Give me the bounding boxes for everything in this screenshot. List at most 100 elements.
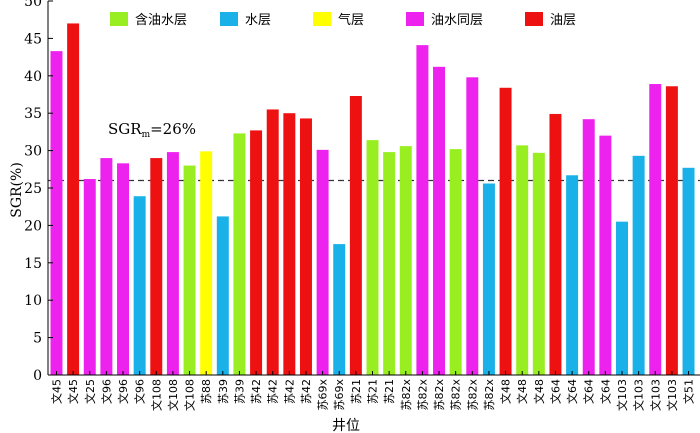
x-tick-label-28: 文48 bbox=[499, 379, 513, 404]
x-tick-label-2: 文45 bbox=[66, 379, 80, 404]
x-tick-label-30: 文48 bbox=[532, 379, 546, 404]
bar-3 bbox=[83, 179, 96, 375]
bar-37 bbox=[649, 84, 662, 375]
legend-swatch-3 bbox=[313, 12, 331, 26]
bar-39 bbox=[682, 167, 695, 375]
x-tick-label-5: 文96 bbox=[116, 379, 130, 404]
bar-22 bbox=[399, 146, 412, 375]
x-tick-label-35: 文103 bbox=[615, 379, 629, 411]
x-tick-label-25: 苏82x bbox=[450, 379, 463, 411]
bar-36 bbox=[632, 155, 645, 375]
y-tick-label-35: 35 bbox=[24, 106, 42, 122]
x-tick-label-1: 文45 bbox=[49, 379, 63, 404]
x-tick-label-8: 文108 bbox=[166, 379, 180, 411]
y-tick-label-15: 15 bbox=[24, 256, 42, 272]
x-tick-label-19: 苏21 bbox=[350, 379, 363, 404]
bar-2 bbox=[67, 23, 80, 375]
bar-32 bbox=[566, 175, 579, 375]
legend-swatch-2 bbox=[220, 12, 238, 26]
bar-18 bbox=[333, 244, 346, 375]
y-tick-label-0: 0 bbox=[33, 368, 42, 384]
bar-4 bbox=[100, 158, 113, 375]
x-tick-label-39: 文51 bbox=[682, 379, 696, 404]
y-tick-label-20: 20 bbox=[24, 218, 42, 234]
bar-10 bbox=[200, 151, 213, 375]
x-tick-label-4: 文96 bbox=[99, 379, 113, 404]
bar-17 bbox=[316, 149, 329, 375]
y-tick-label-45: 45 bbox=[24, 31, 42, 47]
x-tick-label-24: 苏82x bbox=[433, 379, 446, 411]
threshold-label-rest: =26% bbox=[150, 120, 196, 138]
x-tick-label-23: 苏82x bbox=[416, 379, 429, 411]
y-tick-label-5: 5 bbox=[33, 331, 42, 347]
x-tick-label-26: 苏82x bbox=[466, 379, 479, 411]
legend: 含油水层 水层 气层 油水同层 油层 bbox=[110, 12, 576, 28]
x-tick-label-18: 苏69x bbox=[333, 379, 346, 411]
bar-29 bbox=[516, 145, 529, 375]
x-tick-label-10: 苏88 bbox=[200, 379, 213, 404]
x-tick-label-22: 苏82x bbox=[400, 379, 413, 411]
threshold-label-sub: m bbox=[142, 130, 151, 140]
bar-19 bbox=[349, 96, 362, 375]
x-tick-label-11: 苏39 bbox=[217, 379, 230, 404]
bar-31 bbox=[549, 113, 562, 375]
bar-30 bbox=[532, 152, 545, 375]
bar-5 bbox=[117, 163, 130, 375]
y-axis-label: SGR(%) bbox=[9, 162, 25, 218]
bar-16 bbox=[299, 118, 312, 375]
bar-35 bbox=[616, 221, 628, 375]
legend-swatch-5 bbox=[525, 12, 543, 26]
bar-34 bbox=[599, 135, 612, 375]
bar-23 bbox=[416, 45, 429, 375]
x-tick-label-32: 文64 bbox=[565, 379, 579, 404]
x-tick-label-13: 苏42 bbox=[250, 379, 263, 404]
y-tick-label-10: 10 bbox=[24, 293, 42, 309]
legend-swatch-1 bbox=[110, 12, 128, 26]
bar-9 bbox=[183, 165, 196, 375]
bar-21 bbox=[383, 152, 396, 375]
x-tick-label-34: 文64 bbox=[598, 379, 612, 404]
x-tick-label-12: 苏39 bbox=[233, 379, 246, 404]
bar-27 bbox=[482, 183, 495, 375]
x-tick-label-17: 苏69x bbox=[317, 379, 330, 411]
x-tick-label-20: 苏21 bbox=[367, 379, 380, 404]
bar-15 bbox=[283, 113, 296, 375]
x-tick-label-37: 文103 bbox=[648, 379, 662, 411]
bar-12 bbox=[233, 133, 246, 375]
x-tick-label-31: 文64 bbox=[548, 379, 562, 404]
y-tick-label-25: 25 bbox=[24, 181, 42, 197]
y-tick-label-30: 30 bbox=[24, 144, 42, 160]
legend-swatch-4 bbox=[406, 12, 424, 26]
bar-28 bbox=[499, 87, 512, 376]
x-tick-label-29: 文48 bbox=[515, 379, 529, 404]
x-tick-label-33: 文64 bbox=[582, 379, 596, 404]
bar-1 bbox=[50, 51, 63, 376]
x-tick-label-6: 文96 bbox=[133, 379, 147, 404]
bar-11 bbox=[216, 216, 229, 375]
bar-14 bbox=[266, 109, 279, 376]
bar-24 bbox=[433, 66, 446, 375]
legend-label-1: 含油水层 bbox=[135, 12, 187, 28]
x-tick-label-38: 文103 bbox=[665, 379, 679, 411]
bar-25 bbox=[449, 149, 462, 375]
bar-8 bbox=[166, 152, 179, 375]
x-tick-label-27: 苏82x bbox=[483, 379, 496, 411]
x-axis-label: 井位 bbox=[332, 418, 360, 433]
y-tick-label-40: 40 bbox=[24, 69, 42, 85]
bar-13 bbox=[250, 130, 263, 375]
x-tick-label-15: 苏42 bbox=[283, 379, 296, 404]
x-tick-label-7: 文108 bbox=[149, 379, 163, 411]
legend-label-2: 水层 bbox=[245, 13, 271, 28]
legend-label-4: 油水同层 bbox=[431, 13, 483, 28]
y-tick-label-50: 50 bbox=[24, 0, 42, 10]
x-tick-label-14: 苏42 bbox=[267, 379, 280, 404]
threshold-label-main: SGR bbox=[108, 120, 142, 138]
x-tick-label-21: 苏21 bbox=[383, 379, 396, 404]
legend-label-3: 气层 bbox=[338, 12, 364, 28]
bar-33 bbox=[582, 119, 595, 376]
bar-38 bbox=[665, 86, 678, 376]
x-tick-label-16: 苏42 bbox=[300, 379, 313, 404]
bar-26 bbox=[466, 77, 479, 376]
